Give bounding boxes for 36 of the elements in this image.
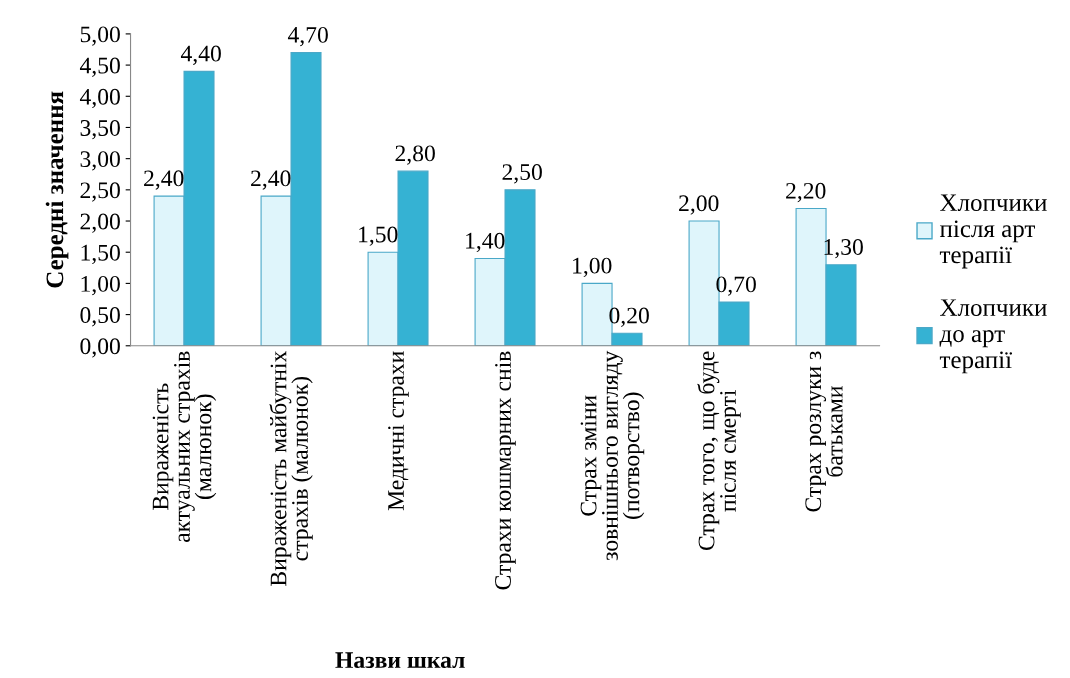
data-label: 2,00	[679, 195, 719, 215]
data-label: 1,40	[466, 232, 505, 253]
data-label: 4,40	[180, 45, 221, 65]
x-tick-label: Вираженість актуальних страхів (малюнок)	[152, 351, 217, 543]
legend-label: Хлопчики до арт терапії	[939, 299, 1047, 374]
y-tick-label: 5,00	[80, 26, 120, 46]
data-label: 2,50	[502, 164, 542, 184]
legend-label: Хлопчики після арт терапії	[939, 194, 1047, 269]
y-tick-label: 3,50	[80, 119, 120, 140]
data-label: 4,70	[287, 26, 328, 47]
data-label: 1,50	[359, 226, 398, 246]
x-tick-label: Страх того, що буде після смерті	[697, 351, 741, 551]
data-label: 2,40	[251, 170, 291, 190]
y-tick-label: 1,50	[81, 244, 120, 265]
y-tick-label: 2,50	[80, 182, 120, 202]
data-label: 0,70	[716, 276, 756, 296]
y-tick-label: 1,00	[81, 275, 120, 296]
data-label: 0,20	[609, 307, 649, 327]
data-label: 2,40	[144, 170, 184, 190]
y-tick-label: 2,00	[80, 213, 120, 233]
x-tick-label: Страх розлуки з батьками	[805, 351, 843, 512]
y-tick-label: 4,00	[79, 88, 120, 109]
y-tick-label: 0,00	[80, 338, 120, 358]
data-label: 1,00	[573, 257, 612, 278]
y-tick-label: 4,50	[79, 57, 120, 77]
x-tick-label: Вираженість майбутніх страхів (малюнок)	[269, 350, 313, 586]
y-tick-label: 3,00	[80, 151, 120, 171]
y-tick-label: 0,50	[80, 307, 120, 327]
data-label: 2,20	[786, 182, 826, 203]
x-tick-label: Страхи кошмарних снів	[495, 351, 516, 590]
data-label: 2,80	[395, 145, 435, 165]
y-axis-title: Середні значення	[45, 91, 69, 288]
x-axis-title: Назви шкал	[335, 652, 465, 669]
x-tick-label: Страх зміни зовнішнього вигляду (потворство)	[580, 350, 645, 561]
data-label: 1,30	[824, 238, 863, 259]
x-tick-label: Медичні страхи	[388, 351, 409, 511]
